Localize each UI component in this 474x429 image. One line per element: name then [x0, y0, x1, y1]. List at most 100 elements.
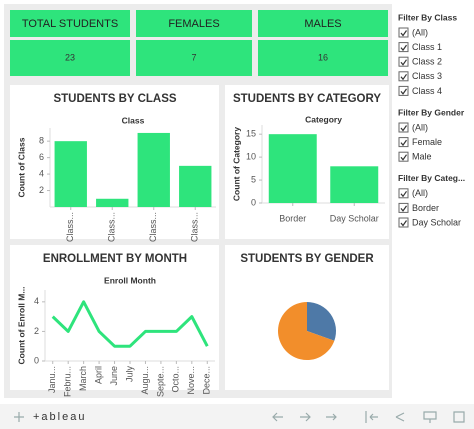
filter-option[interactable]: Class 3 [412, 71, 442, 81]
checkmark [400, 73, 407, 81]
y-tick-label: 2 [34, 326, 39, 336]
icon-revert[interactable] [326, 413, 337, 421]
toolbar-icons [14, 411, 465, 423]
kpi-label: FEMALES [168, 18, 219, 30]
x-tick-label: Class... [148, 212, 158, 242]
checkmark [400, 44, 407, 52]
y-tick-label: 8 [39, 136, 44, 146]
bar [96, 198, 129, 207]
y-axis-label: Count of Category [231, 127, 241, 201]
filter-option[interactable]: Day Scholar [412, 217, 461, 227]
kpi-label: MALES [304, 18, 341, 30]
axis-header: Enroll Month [104, 275, 156, 285]
filter-option[interactable]: Class 1 [412, 42, 442, 52]
icon-undo[interactable] [272, 412, 283, 422]
checkmark [400, 139, 407, 147]
x-tick-label: Border [279, 213, 306, 223]
x-tick-label: March [78, 366, 88, 391]
checkbox[interactable] [398, 85, 409, 96]
x-tick-label: Octo... [171, 366, 181, 393]
filter-option[interactable]: (All) [412, 188, 428, 198]
y-tick-label: 4 [34, 296, 39, 306]
checkbox[interactable] [398, 137, 409, 148]
y-tick-label: 2 [39, 185, 44, 195]
checkbox[interactable] [398, 217, 409, 228]
checkbox[interactable] [398, 202, 409, 213]
filter-title: Filter By Categ... [398, 173, 465, 183]
checkbox[interactable] [398, 188, 409, 199]
y-axis-label: Count of Enroll M... [16, 287, 26, 365]
filter-option[interactable]: Border [412, 203, 439, 213]
filter-option[interactable]: Male [412, 152, 432, 162]
axis-header: Class [122, 115, 145, 125]
y-tick-label: 15 [246, 129, 256, 139]
filter-option[interactable]: (All) [412, 122, 428, 132]
x-tick-label: Febru... [63, 366, 73, 397]
checkmark [400, 154, 407, 161]
kpi-box [136, 40, 252, 76]
panel [10, 85, 219, 239]
checkmark [400, 30, 407, 37]
chart-title: STUDENTS BY CATEGORY [233, 93, 381, 105]
checkbox[interactable] [398, 71, 409, 82]
kpi-header [258, 10, 388, 37]
chart-title: STUDENTS BY CLASS [53, 93, 176, 105]
kpi-value: 16 [318, 52, 328, 62]
checkbox[interactable] [398, 56, 409, 67]
filter-option[interactable]: Class 4 [412, 86, 442, 96]
kpi-header [10, 10, 130, 37]
y-tick-label: 0 [34, 355, 39, 365]
y-tick-label: 5 [251, 174, 256, 184]
logo[interactable]: +ableau [33, 411, 86, 423]
icon-fullscreen[interactable] [453, 411, 465, 423]
bar [268, 134, 317, 203]
bar [179, 165, 212, 207]
x-tick-label: Class... [190, 212, 200, 242]
y-tick-label: 0 [251, 197, 256, 207]
pie-slice [307, 302, 337, 341]
checkbox[interactable] [398, 122, 409, 133]
icon-redo[interactable] [300, 412, 311, 422]
chart-title: STUDENTS BY GENDER [240, 253, 374, 265]
icon [14, 412, 24, 422]
bar [137, 132, 170, 207]
kpi-box [258, 40, 388, 76]
kpi-value: 7 [191, 52, 196, 62]
x-tick-label: Augu... [140, 366, 150, 395]
chart-title: ENROLLMENT BY MONTH [43, 253, 187, 265]
filter-option[interactable]: Female [412, 137, 442, 147]
checkmark [400, 190, 407, 198]
checkmark [400, 220, 407, 227]
checkbox[interactable] [398, 27, 409, 38]
x-tick-label: Dece... [202, 366, 212, 395]
x-tick-label: June [109, 366, 119, 386]
x-tick-label: July [124, 366, 134, 383]
kpi-header [136, 10, 252, 37]
bar [330, 166, 379, 203]
checkmark [400, 88, 407, 95]
filter-option[interactable]: Class 2 [412, 57, 442, 67]
kpi-label: TOTAL STUDENTS [22, 18, 118, 30]
bar [54, 141, 87, 207]
filter-title: Filter By Gender [398, 107, 465, 117]
icon-pause[interactable] [365, 411, 378, 423]
checkmark [400, 125, 407, 132]
x-tick-label: Class... [107, 212, 117, 242]
icon-download[interactable] [423, 411, 437, 423]
filter-title: Filter By Class [398, 12, 457, 22]
x-tick-label: Nove... [186, 366, 196, 395]
x-tick-label: Janu... [47, 366, 57, 393]
checkmark [400, 59, 407, 66]
y-tick-label: 10 [246, 151, 256, 161]
y-axis-label: Count of Class [16, 137, 26, 197]
toolbar [0, 404, 474, 429]
checkbox[interactable] [398, 42, 409, 53]
checkmark [400, 205, 407, 212]
y-tick-label: 6 [39, 152, 44, 162]
icon-share[interactable] [395, 412, 405, 422]
filter-option[interactable]: (All) [412, 27, 428, 37]
checkbox[interactable] [398, 151, 409, 162]
axis-header: Category [305, 114, 342, 124]
kpi-value: 23 [65, 52, 75, 62]
y-tick-label: 4 [39, 168, 44, 178]
